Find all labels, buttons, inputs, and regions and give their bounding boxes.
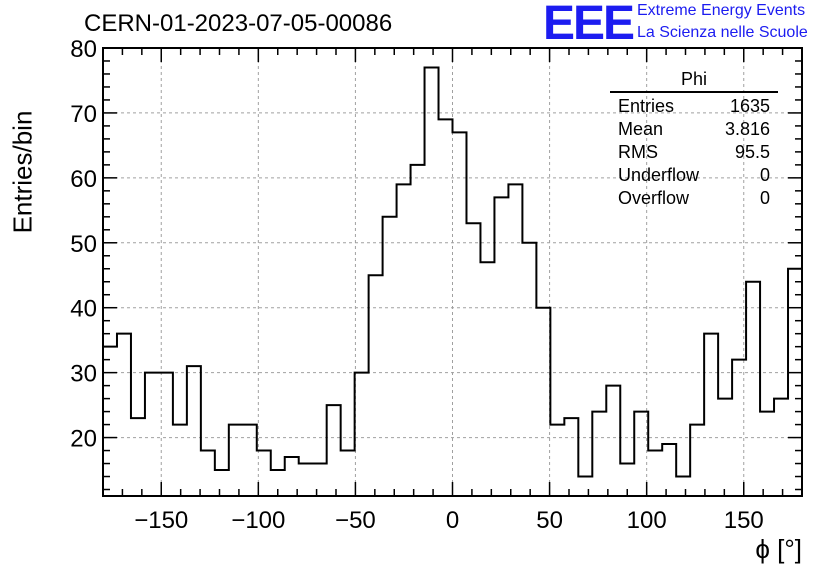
grid-lines bbox=[103, 48, 802, 496]
x-tick-label: 0 bbox=[446, 507, 459, 534]
chart-title: CERN-01-2023-07-05-00086 bbox=[84, 10, 393, 37]
y-tick-label: 40 bbox=[70, 296, 97, 323]
x-axis-label: ϕ [°] bbox=[755, 534, 802, 564]
y-axis-label-box: Entries/bin bbox=[7, 110, 38, 234]
x-tick-label: 150 bbox=[724, 507, 764, 534]
stats-row-entries: Entries 1635 bbox=[610, 95, 778, 118]
y-tick-label: 30 bbox=[70, 361, 97, 388]
y-tick-label: 20 bbox=[70, 426, 97, 453]
stats-value: 0 bbox=[759, 188, 770, 208]
histogram-step-line bbox=[103, 66, 802, 478]
x-tick-label: 50 bbox=[536, 507, 563, 534]
stats-value: 3.816 bbox=[724, 119, 770, 139]
stats-title: Phi bbox=[610, 69, 778, 93]
x-tick-label: −100 bbox=[231, 507, 285, 534]
logo-caption-line2: La Scienza nelle Scuole bbox=[637, 24, 808, 41]
x-tick-label: 100 bbox=[627, 507, 667, 534]
x-tick-label: −150 bbox=[134, 507, 188, 534]
stats-row-rms: RMS 95.5 bbox=[610, 141, 778, 164]
stats-row-overflow: Overflow 0 bbox=[610, 187, 778, 210]
y-tick-label: 50 bbox=[70, 231, 97, 258]
stats-value: 95.5 bbox=[734, 142, 770, 162]
eee-logo: EEE bbox=[543, 0, 635, 50]
stats-value: 0 bbox=[759, 165, 770, 185]
stats-label: Mean bbox=[618, 119, 664, 139]
stats-label: Overflow bbox=[618, 188, 690, 208]
logo-caption-line1: Extreme Energy Events bbox=[637, 2, 806, 19]
stats-value: 1635 bbox=[729, 96, 770, 116]
stats-label: RMS bbox=[618, 142, 658, 162]
x-tick-label: −50 bbox=[335, 507, 376, 534]
axis-ticks bbox=[102, 47, 803, 496]
plot-frame bbox=[102, 47, 803, 497]
stats-label: Entries bbox=[618, 96, 675, 116]
stats-label: Underflow bbox=[618, 165, 700, 185]
axis-tick-labels: −150 −100 −50 0 50 100 150 20 30 40 50 60 70 80 bbox=[70, 36, 763, 534]
stats-row-mean: Mean 3.816 bbox=[610, 118, 778, 141]
y-axis-label: Entries/bin bbox=[7, 110, 38, 234]
stats-box: Phi Entries 1635 Mean 3.816 RMS 95.5 Und… bbox=[610, 69, 778, 210]
y-tick-label: 70 bbox=[70, 101, 97, 128]
stats-row-underflow: Underflow 0 bbox=[610, 164, 778, 187]
y-tick-label: 80 bbox=[70, 36, 97, 63]
y-tick-label: 60 bbox=[70, 166, 97, 193]
